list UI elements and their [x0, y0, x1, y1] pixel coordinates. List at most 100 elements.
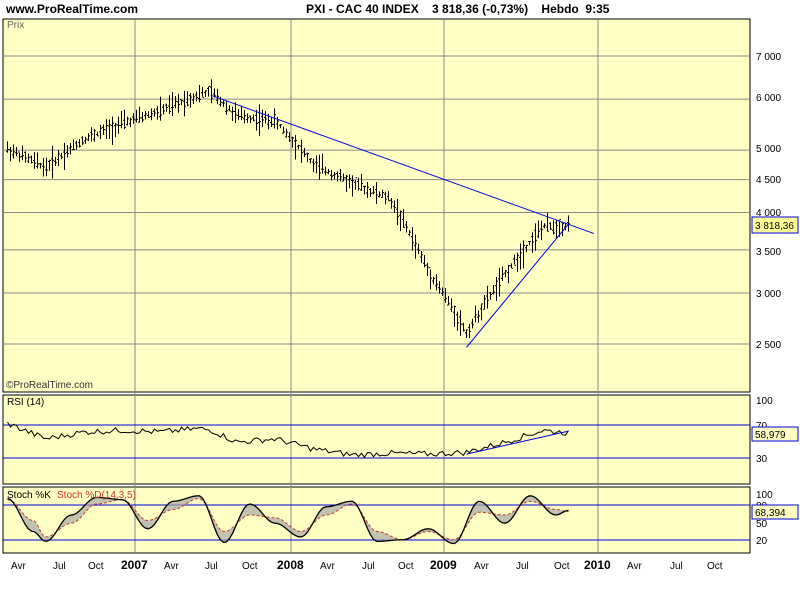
price-bar [198, 84, 201, 103]
price-bar [546, 212, 549, 232]
price-bar [453, 305, 456, 327]
price-tick-6000: 6 000 [756, 93, 781, 104]
price-bar [348, 174, 351, 189]
price-bar [69, 143, 72, 155]
price-bar [165, 103, 168, 112]
price-bar [9, 146, 12, 162]
site-label: www.ProRealTime.com [6, 2, 139, 16]
stoch-tick-20: 20 [756, 536, 768, 547]
price-bar [525, 244, 528, 253]
price-bar [81, 136, 84, 145]
price-bar [270, 117, 273, 127]
price-tick-2500: 2 500 [756, 340, 781, 351]
price-bar [336, 171, 339, 182]
price-bar [531, 232, 534, 253]
price-bar [327, 168, 330, 175]
price-bar [528, 241, 531, 246]
stoch-d-label: Stoch %D(14,3,5) [57, 490, 136, 501]
price-bar [513, 254, 516, 266]
price-tick-7000: 7 000 [756, 52, 781, 63]
price-bar [105, 119, 108, 139]
price-bar [522, 240, 525, 269]
price-bar [192, 93, 195, 105]
price-bar [507, 264, 510, 284]
x-label-jul-2009: Jul [516, 561, 529, 572]
stoch-d-line [7, 498, 569, 541]
price-bar [366, 181, 369, 198]
price-bar [15, 146, 18, 157]
price-bar [372, 186, 375, 195]
price-bar [309, 158, 312, 164]
price-bar [162, 104, 165, 115]
price-bar [441, 287, 444, 296]
price-bar [462, 322, 465, 332]
price-bar [516, 252, 519, 273]
price-panel[interactable] [2, 18, 751, 393]
price-bar [12, 144, 15, 159]
price-bar [384, 191, 387, 205]
price-bar [300, 139, 303, 163]
price-bar [423, 255, 426, 268]
price-bar [402, 209, 405, 228]
price-bar [156, 106, 159, 120]
price-bar [492, 285, 495, 295]
x-label-avr-2006: Avr [11, 561, 26, 572]
rsi-trendline [466, 430, 569, 455]
price-bar [75, 140, 78, 150]
x-label-avr-2010: Avr [627, 561, 642, 572]
price-bar [210, 79, 213, 104]
price-bar [84, 136, 87, 144]
stoch-panel[interactable] [2, 486, 751, 554]
price-bar [438, 281, 441, 294]
price-bar [357, 177, 360, 191]
price-bar [33, 152, 36, 169]
support-trendline [466, 223, 569, 348]
price-bar [6, 141, 9, 153]
price-bar [315, 155, 318, 174]
price-bar [234, 102, 237, 124]
price-bar [54, 156, 57, 167]
price-bar [264, 111, 267, 124]
price-bar [504, 269, 507, 278]
price-bar [294, 135, 297, 160]
stoch-last-value: 68,394 [755, 508, 786, 519]
price-bar [147, 111, 150, 118]
price-bar [483, 295, 486, 310]
x-label-jul-2006: Jul [53, 561, 66, 572]
price-bar [225, 100, 228, 115]
price-bar [378, 191, 381, 198]
x-label-oct-2009: Oct [554, 561, 570, 572]
price-trendlines [211, 94, 595, 348]
x-label-jul-2008: Jul [362, 561, 375, 572]
rsi-panel[interactable] [2, 394, 751, 485]
price-bar [540, 220, 543, 241]
x-label-avr-2008: Avr [320, 561, 335, 572]
price-bar [345, 174, 348, 192]
price-bar [420, 251, 423, 263]
price-bar [138, 106, 141, 123]
price-bar [39, 163, 42, 169]
price-bar [96, 131, 99, 137]
price-bar [369, 188, 372, 198]
price-bar [456, 311, 459, 331]
price-bar [393, 200, 396, 213]
price-bar [537, 220, 540, 239]
price-bar [30, 155, 33, 164]
rsi-panel-label: RSI (14) [7, 397, 44, 408]
price-bar [480, 303, 483, 321]
price-bar [471, 318, 474, 329]
price-tick-3500: 3 500 [756, 247, 781, 258]
x-label-2008: 2008 [277, 558, 304, 572]
price-bar [519, 243, 522, 270]
price-bar [60, 152, 63, 160]
price-bar [99, 124, 102, 140]
price-bar [387, 191, 390, 202]
price-bar [114, 122, 117, 138]
price-bar [330, 169, 333, 181]
price-bar [399, 210, 402, 232]
price-bar [252, 114, 255, 122]
price-bar [489, 291, 492, 300]
price-bar [285, 128, 288, 138]
price-bar [57, 149, 60, 167]
